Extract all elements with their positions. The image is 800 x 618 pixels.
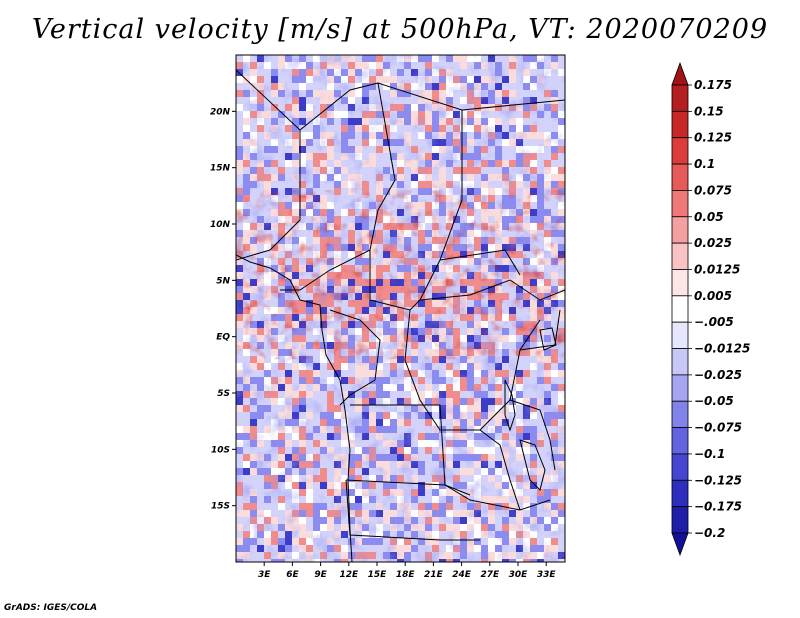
colorbar-label: −0.05 [694, 394, 734, 408]
lat-tick-label: 10N [210, 220, 231, 230]
lat-tick-label: 5S [217, 389, 230, 399]
colorbar-label: −0.2 [694, 526, 725, 540]
colorbar-segment [671, 400, 689, 428]
colorbar-label: 0.15 [694, 104, 724, 118]
colorbar-segment [671, 453, 689, 481]
colorbar-label: −0.1 [694, 447, 725, 461]
colorbar: 0.175 0.15 0.125 0.1 0.075 0.05 0.025 0.0125 0.0… [671, 61, 750, 557]
colorbar-segment [671, 427, 689, 455]
colorbar-segment [671, 295, 689, 323]
colorbar-segment [671, 190, 689, 218]
map-frame [235, 54, 566, 563]
lon-tick-label: 33E [537, 570, 557, 580]
colorbar-segment [671, 137, 689, 165]
lat-tick-label: 15S [211, 502, 230, 512]
country-borders [236, 69, 565, 541]
lat-tick-label: 20N [210, 107, 231, 117]
colorbar-label: 0.05 [694, 210, 724, 224]
colorbar-label: −0.175 [694, 500, 742, 514]
lon-tick-label: 30E [509, 570, 529, 580]
lat-tick-label: 15N [210, 164, 231, 174]
coastline [236, 254, 353, 562]
colorbar-segment [671, 242, 689, 270]
lon-tick-label: 6E [286, 570, 299, 580]
colorbar-label: −0.075 [694, 421, 742, 435]
colorbar-label: 0.0125 [694, 262, 740, 276]
colorbar-label: 0.175 [694, 78, 732, 92]
vertical-velocity-field [236, 55, 565, 562]
colorbar-segment [671, 216, 689, 244]
colorbar-label: −0.0125 [694, 342, 750, 356]
lakes [504, 327, 557, 491]
colorbar-segment [671, 163, 689, 191]
colorbar-label: −0.125 [694, 473, 742, 487]
colorbar-segment [671, 348, 689, 376]
colorbar-segment [671, 374, 689, 402]
colorbar-segment [671, 84, 689, 112]
lon-tick-label: 24E [452, 570, 472, 580]
field-texture-up [236, 190, 565, 360]
lon-tick-label: 18E [396, 570, 416, 580]
colorbar-segment [671, 321, 689, 349]
colorbar-segment [671, 479, 689, 508]
colorbar-label: 0.005 [694, 289, 732, 303]
colorbar-label: 0.125 [694, 131, 732, 145]
colorbar-label: −.005 [694, 315, 734, 329]
colorbar-label: 0.075 [694, 183, 732, 197]
colorbar-label: 0.025 [694, 236, 732, 250]
map-title: Vertical velocity [m/s] at 500hPa, VT: 2… [31, 14, 769, 45]
grads-credit: GrADS: IGES/COLA [4, 603, 98, 613]
colorbar-segment [671, 269, 689, 297]
colorbar-label: −0.025 [694, 368, 742, 382]
lon-tick-label: 21E [424, 570, 444, 580]
longitude-axis: 3E 6E 9E 12E 15E 18E 21E 24E 27E 30E 33E [258, 562, 556, 580]
lon-tick-label: 12E [339, 570, 359, 580]
colorbar-segment [671, 110, 689, 139]
lon-tick-label: 15E [368, 570, 388, 580]
lat-tick-label: 5N [216, 276, 230, 286]
colorbar-min-arrow [671, 532, 689, 557]
colorbar-segment [671, 506, 689, 534]
lon-tick-label: 27E [480, 570, 500, 580]
lon-tick-label: 9E [314, 570, 327, 580]
colorbar-label: 0.1 [694, 157, 715, 171]
latitude-axis: 20N 15N 10N 5N EQ 5S 10S 15S [210, 107, 236, 512]
lat-tick-label: 10S [211, 445, 230, 455]
colorbar-max-arrow [671, 61, 689, 86]
lat-tick-label: EQ [216, 333, 230, 343]
lon-tick-label: 3E [258, 570, 271, 580]
